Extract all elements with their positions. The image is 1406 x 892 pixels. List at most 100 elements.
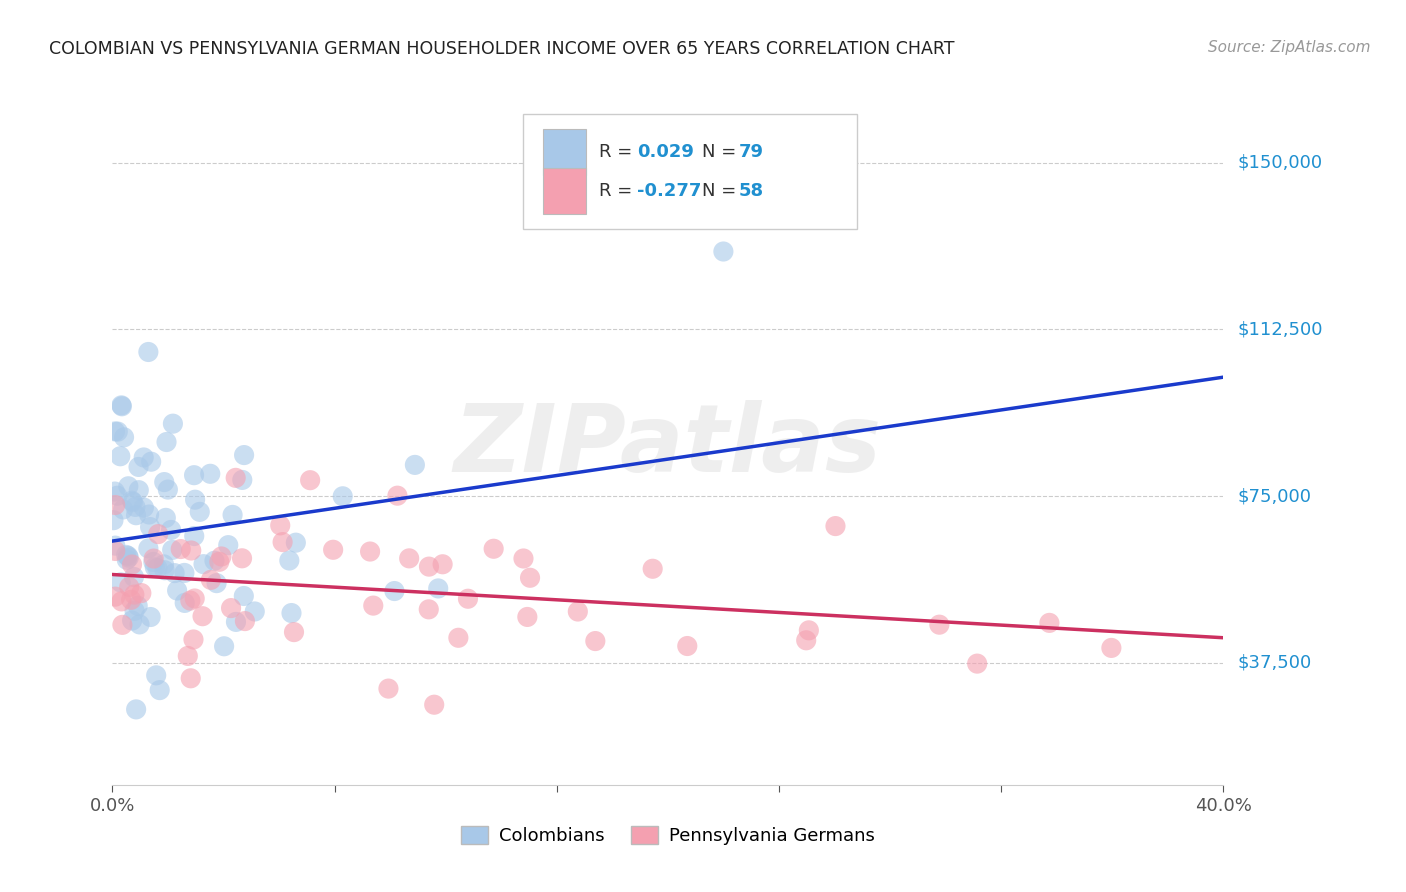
Point xyxy=(377,681,399,696)
Point xyxy=(132,500,155,515)
Point xyxy=(231,551,253,566)
Point xyxy=(211,549,233,564)
Point xyxy=(124,604,146,618)
Point xyxy=(120,592,142,607)
Point xyxy=(231,473,253,487)
Point xyxy=(142,551,165,566)
Point xyxy=(138,345,160,359)
Point xyxy=(121,558,143,572)
Point xyxy=(204,554,226,568)
Point xyxy=(233,448,256,462)
Text: N =: N = xyxy=(702,182,742,200)
Point xyxy=(115,553,138,567)
Point xyxy=(183,632,205,647)
Point xyxy=(139,610,162,624)
Point xyxy=(583,634,606,648)
Point xyxy=(423,698,446,712)
Point xyxy=(212,640,235,654)
Point xyxy=(131,586,153,600)
Point xyxy=(427,582,450,596)
Point xyxy=(122,495,145,509)
Point xyxy=(1038,615,1060,630)
Point xyxy=(163,566,186,581)
Point xyxy=(280,606,302,620)
Point xyxy=(713,244,735,259)
Point xyxy=(118,580,141,594)
Point xyxy=(149,683,172,698)
Point xyxy=(138,541,160,556)
Text: 58: 58 xyxy=(740,182,763,200)
Point xyxy=(225,615,247,629)
Text: $75,000: $75,000 xyxy=(1237,487,1312,505)
Point xyxy=(519,571,541,585)
Text: $37,500: $37,500 xyxy=(1237,654,1312,672)
Point xyxy=(132,450,155,465)
Point xyxy=(146,561,169,575)
Text: 0.029: 0.029 xyxy=(637,143,693,161)
Point xyxy=(173,596,195,610)
Point xyxy=(143,560,166,574)
Point xyxy=(232,589,254,603)
Point xyxy=(104,484,127,499)
Point xyxy=(516,610,538,624)
Point xyxy=(359,544,381,558)
Point xyxy=(278,553,301,567)
Point xyxy=(928,617,950,632)
Point xyxy=(121,493,143,508)
Point xyxy=(104,498,127,512)
Point xyxy=(128,483,150,498)
Text: Source: ZipAtlas.com: Source: ZipAtlas.com xyxy=(1208,40,1371,55)
Point xyxy=(233,614,256,628)
Text: R =: R = xyxy=(599,182,638,200)
Point xyxy=(193,557,215,571)
Text: $112,500: $112,500 xyxy=(1237,320,1323,338)
Point xyxy=(117,549,139,563)
Point xyxy=(299,473,322,487)
Legend: Colombians, Pennsylvania Germans: Colombians, Pennsylvania Germans xyxy=(451,816,884,854)
Point xyxy=(221,508,243,522)
Point xyxy=(117,479,139,493)
Point xyxy=(641,562,664,576)
Point xyxy=(243,605,266,619)
Point xyxy=(104,425,127,439)
Point xyxy=(145,668,167,682)
Point xyxy=(142,555,165,569)
Point xyxy=(111,399,134,413)
Point xyxy=(284,535,307,549)
Point xyxy=(166,583,188,598)
Point xyxy=(121,614,143,628)
Point xyxy=(170,542,193,557)
Point xyxy=(217,538,239,552)
Point xyxy=(398,551,420,566)
Point xyxy=(177,648,200,663)
Point xyxy=(361,599,384,613)
Point xyxy=(205,576,228,591)
Point xyxy=(418,559,440,574)
Point xyxy=(1099,640,1122,655)
Text: N =: N = xyxy=(702,143,742,161)
Point xyxy=(112,430,135,444)
Point xyxy=(269,518,291,533)
Point xyxy=(155,511,177,525)
Point xyxy=(183,529,205,543)
Point xyxy=(332,489,354,503)
Point xyxy=(153,475,176,489)
Point xyxy=(794,633,817,648)
Point xyxy=(797,624,820,638)
Point xyxy=(180,671,202,685)
Point xyxy=(112,502,135,516)
Point xyxy=(183,468,205,483)
Point xyxy=(103,513,125,527)
Point xyxy=(184,492,207,507)
Point xyxy=(122,570,145,584)
Point xyxy=(322,542,344,557)
Point xyxy=(512,551,534,566)
Point xyxy=(107,425,129,439)
Point xyxy=(148,527,170,541)
Point xyxy=(125,702,148,716)
Point xyxy=(188,505,211,519)
Point xyxy=(115,548,138,562)
Point xyxy=(180,543,202,558)
Point xyxy=(124,588,146,602)
Point xyxy=(173,566,195,580)
